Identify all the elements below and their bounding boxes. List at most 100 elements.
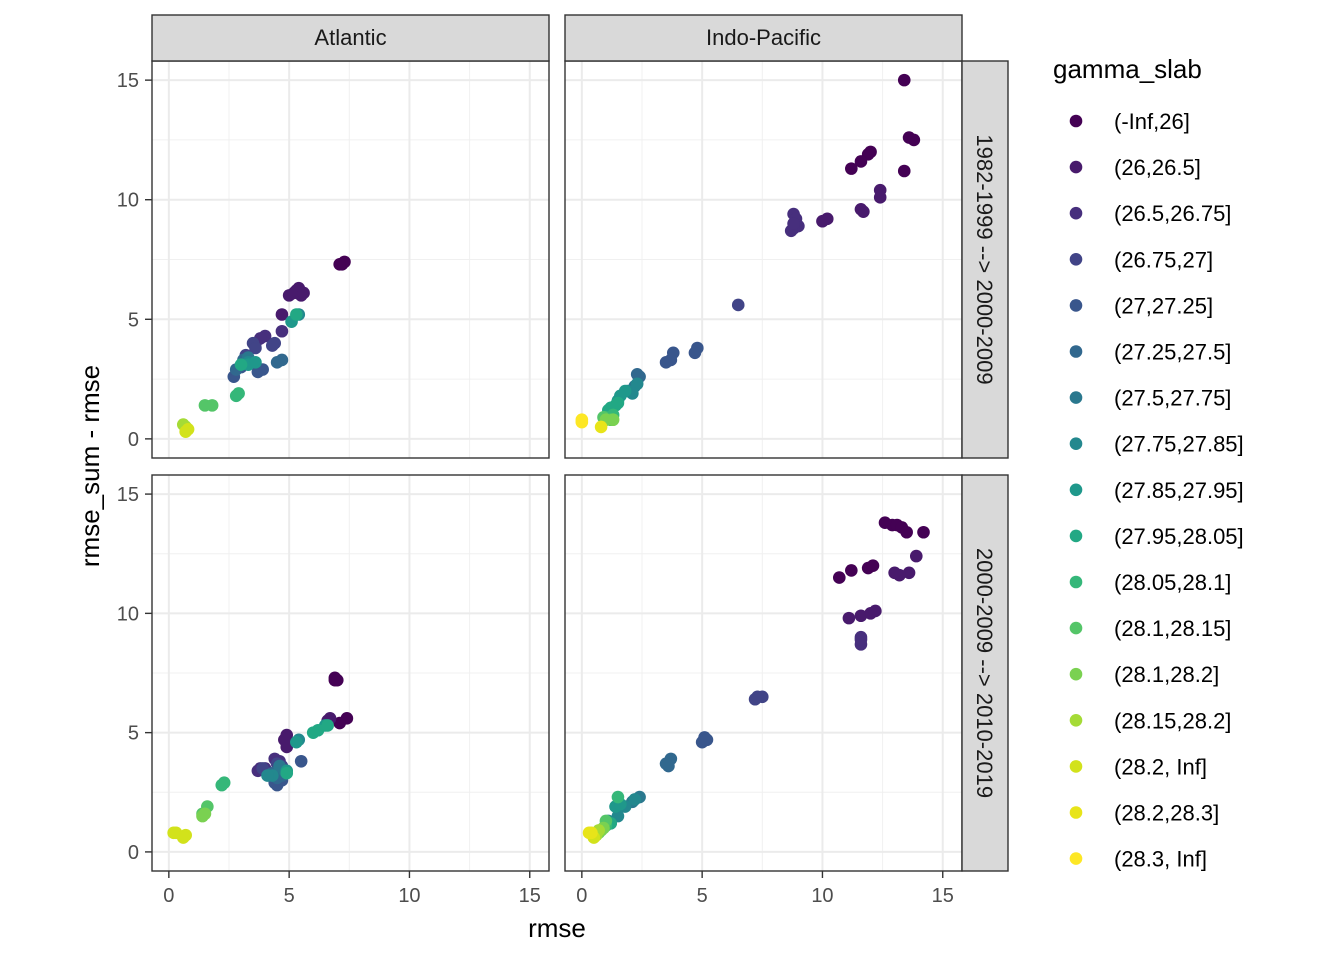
data-point [280, 740, 294, 754]
legend-key [1069, 806, 1083, 819]
x-tick-label: 15 [932, 885, 954, 907]
data-point [179, 425, 192, 438]
data-point [909, 549, 923, 563]
y-tick-label: 10 [117, 603, 139, 625]
legend-entry: (27.95,28.05] [1069, 524, 1244, 549]
data-point [832, 571, 846, 584]
legend-items: (-Inf,26] (26,26.5] (26.5,26.75] (26.75,27]… [1069, 109, 1244, 872]
column-strip-label: Indo-Pacific [706, 25, 821, 50]
data-point [731, 298, 745, 312]
x-tick-label: 15 [519, 885, 541, 907]
legend-key [1069, 852, 1083, 865]
data-point [270, 356, 284, 369]
legend-entry: (28.1,28.2] [1069, 662, 1219, 687]
data-point [611, 396, 625, 410]
legend-key [1069, 160, 1083, 174]
panel-0-0 [151, 60, 550, 459]
column-strip-1: Indo-Pacific [564, 14, 963, 62]
data-point [751, 690, 764, 704]
data-point [664, 353, 678, 367]
data-point [845, 564, 858, 577]
legend-entry: (27,27.25] [1069, 293, 1213, 318]
data-point [873, 191, 887, 204]
row-strip-label: 2000-2009 --> 2010-2019 [972, 548, 997, 798]
legend-label: (28.3, Inf] [1114, 847, 1207, 872]
y-tick-label: 5 [128, 309, 139, 331]
data-point [854, 155, 868, 168]
legend-label: (28.05,28.1] [1114, 570, 1231, 595]
row-strip-label: 1982-1999 --> 2000-2009 [972, 134, 997, 384]
legend-label: (-Inf,26] [1114, 109, 1190, 134]
data-point [234, 358, 248, 372]
legend-key [1069, 299, 1083, 312]
data-point [290, 735, 303, 749]
data-point [630, 367, 644, 381]
data-point [866, 559, 880, 572]
legend-label: (28.1,28.15] [1114, 616, 1231, 641]
legend-key [1069, 575, 1083, 589]
legend-entry: (27.85,27.95] [1069, 478, 1244, 503]
data-point [611, 790, 625, 804]
data-point [198, 807, 212, 821]
x-tick-label: 0 [163, 885, 174, 907]
legend-entry: (28.05,28.1] [1069, 570, 1231, 595]
legend-label: (27.5,27.75] [1114, 386, 1231, 411]
x-tick-label: 10 [398, 885, 420, 907]
legend-label: (28.2, Inf] [1114, 754, 1207, 779]
legend-entry: (28.1,28.15] [1069, 616, 1231, 641]
legend-entry: (26.5,26.75] [1069, 201, 1231, 226]
data-point [266, 339, 279, 352]
data-point [787, 217, 800, 230]
data-point [857, 205, 870, 218]
y-tick-label: 15 [117, 70, 139, 92]
x-tick-label: 5 [284, 885, 295, 907]
legend-label: (27.95,28.05] [1114, 524, 1244, 549]
legend-entry: (26.75,27] [1069, 247, 1213, 272]
legend-key [1069, 714, 1083, 727]
data-point [907, 133, 921, 147]
legend-key [1069, 345, 1083, 358]
panels-layer [151, 60, 963, 872]
data-point [297, 286, 310, 300]
data-point [333, 257, 346, 271]
data-point [215, 778, 229, 792]
data-point [900, 525, 913, 539]
data-point [575, 415, 589, 429]
data-point [897, 164, 911, 178]
legend-entry: (27.25,27.5] [1069, 340, 1231, 365]
legend-entry: (28.3, Inf] [1069, 847, 1207, 872]
legend-key [1069, 483, 1083, 497]
data-point [897, 73, 911, 87]
data-point [249, 356, 262, 369]
legend: gamma_slab (-Inf,26] (26,26.5] (26.5,26.75… [1053, 54, 1244, 872]
x-axis-title: rmse [528, 913, 586, 943]
strip-background [961, 474, 1009, 872]
legend-entry: (26,26.5] [1069, 155, 1201, 180]
legend-label: (27.75,27.85] [1114, 432, 1244, 457]
legend-label: (28.1,28.2] [1114, 662, 1219, 687]
facet-strips: Atlantic Indo-Pacific 1982-1999 --> 2000-2… [151, 14, 1009, 872]
legend-label: (27,27.25] [1114, 293, 1213, 318]
data-point [321, 719, 334, 732]
y-tick-label: 5 [128, 723, 139, 745]
row-strip-0: 1982-1999 --> 2000-2009 [961, 60, 1009, 459]
panel-border [151, 474, 550, 872]
legend-key [1069, 529, 1083, 543]
column-strip-0: Atlantic [151, 14, 550, 62]
legend-entry: (27.75,27.85] [1069, 432, 1244, 457]
data-point [854, 609, 868, 623]
data-point [688, 346, 702, 360]
data-point [888, 566, 901, 580]
y-axis-title: rmse_sum - rmse [75, 365, 105, 567]
data-point [917, 525, 930, 539]
data-point [845, 162, 858, 175]
column-strip-label: Atlantic [314, 25, 386, 50]
y-tick-label: 10 [117, 190, 139, 212]
axes: 0 5 10 15 0 5 10 15 0 5 10 15 0 5 10 15 [117, 70, 954, 907]
legend-label: (26.5,26.75] [1114, 201, 1231, 226]
x-tick-label: 0 [576, 885, 587, 907]
x-tick-label: 5 [697, 885, 708, 907]
data-point [330, 673, 344, 687]
data-point [585, 826, 598, 840]
strip-background [961, 60, 1009, 459]
